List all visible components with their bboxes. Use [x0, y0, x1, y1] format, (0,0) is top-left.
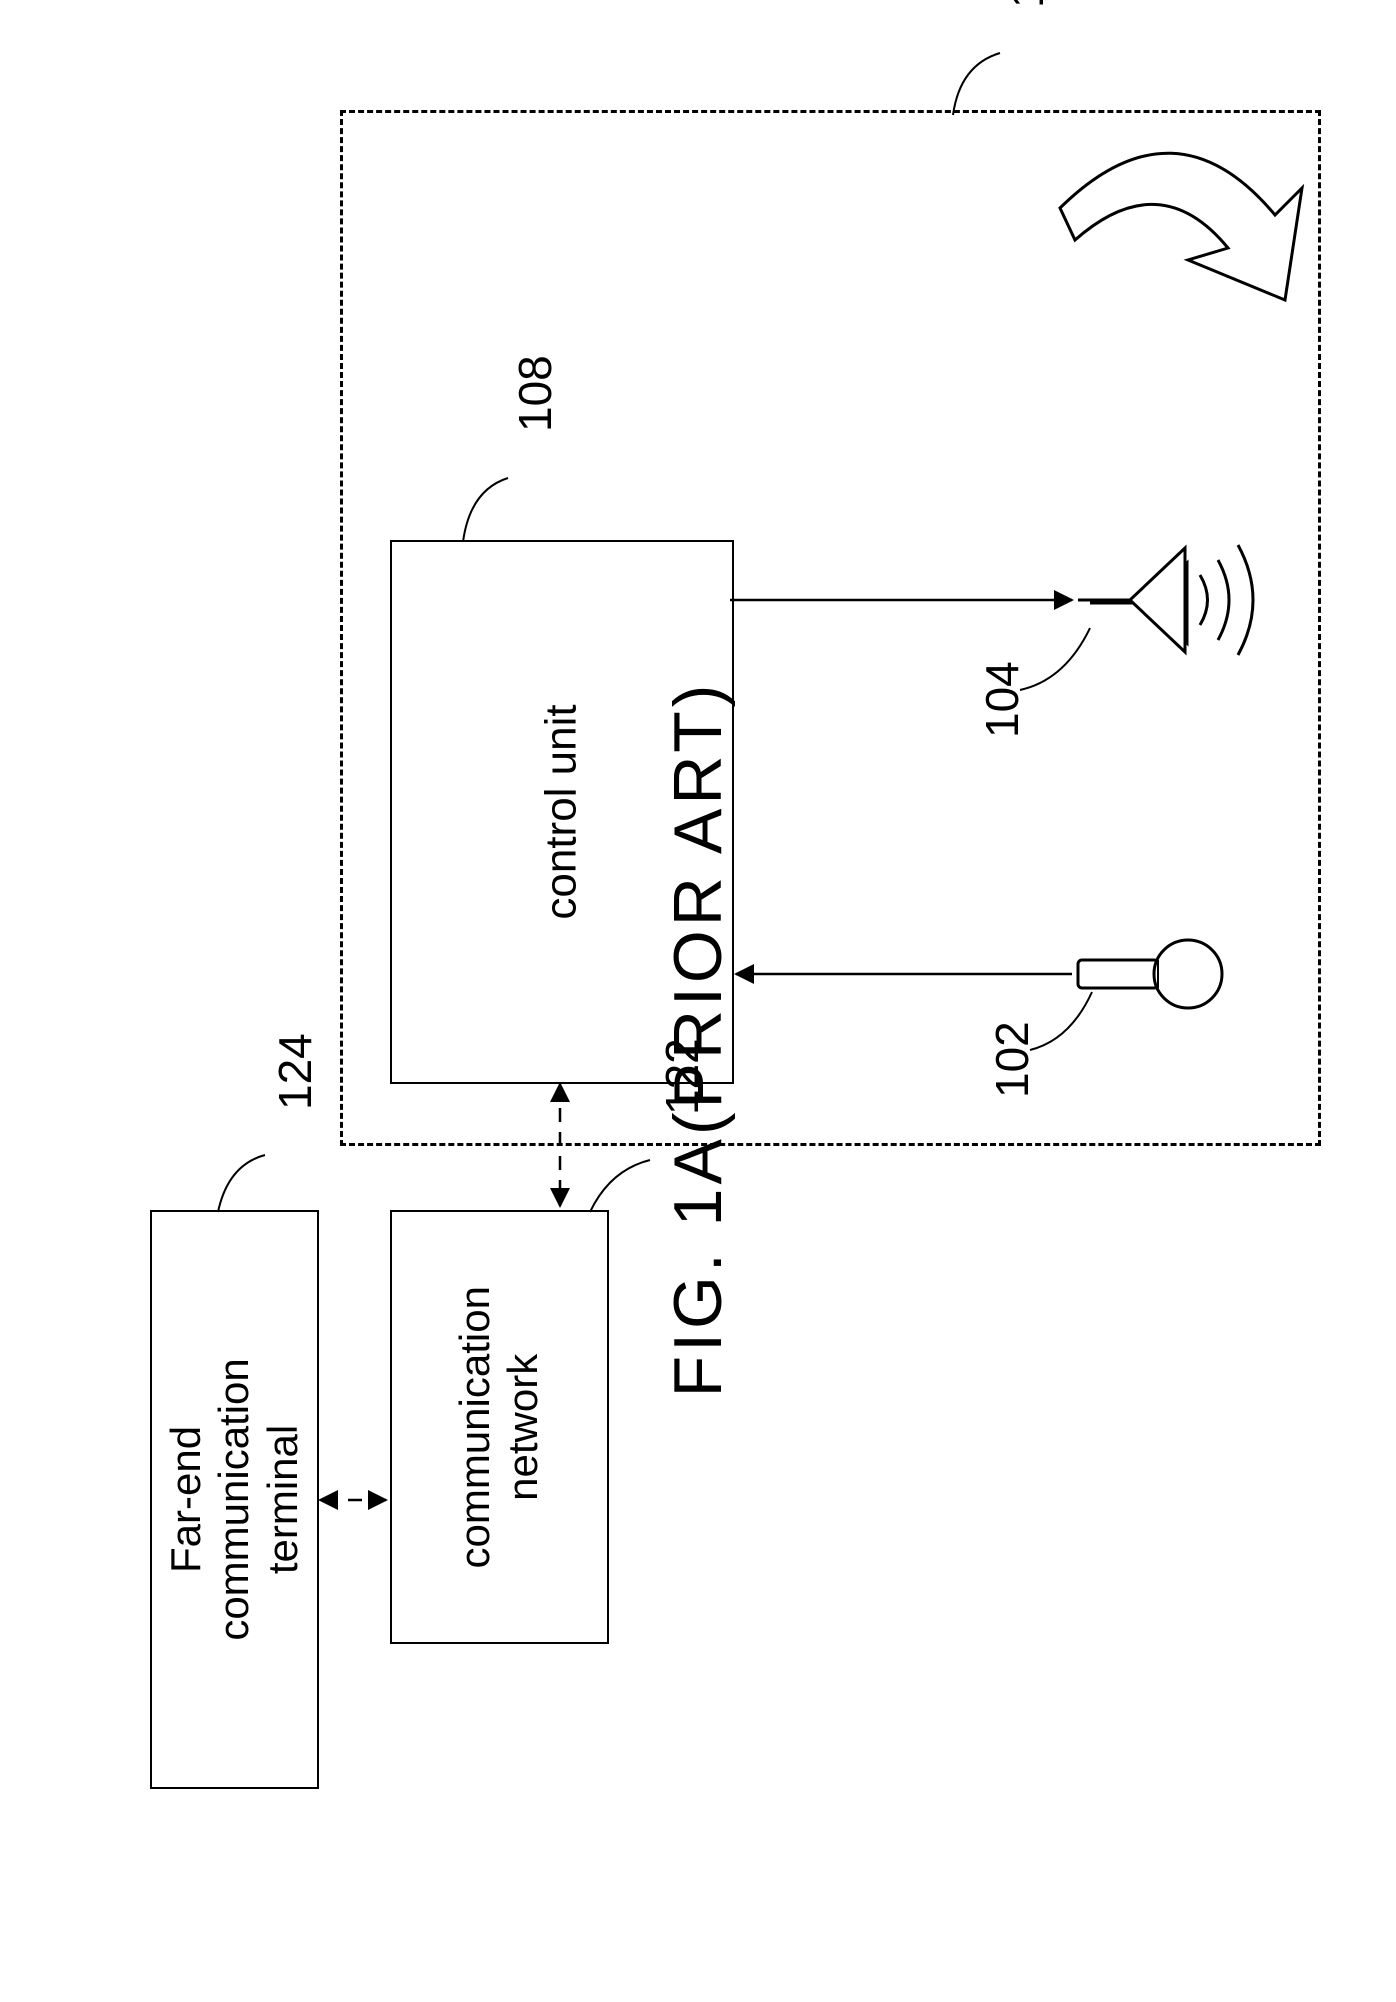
leader-124: [218, 1155, 265, 1212]
ref-102: 102: [985, 1021, 1039, 1098]
figure-caption: FIG. 1A(PRIOR ART): [659, 681, 737, 1398]
far-end-box: Far-end communication terminal: [150, 1210, 319, 1789]
ref-108: 108: [508, 355, 562, 432]
leader-100: [953, 53, 1000, 115]
control-unit-label: control unit: [537, 704, 587, 919]
diagram-canvas: control unit communication network Far-e…: [0, 0, 1396, 2002]
ref-124: 124: [268, 1033, 322, 1110]
ref-104: 104: [975, 661, 1029, 738]
ref-100: 100: [1000, 0, 1054, 8]
far-end-label: Far-end communication terminal: [162, 1358, 307, 1640]
comm-network-label: communication network: [451, 1286, 548, 1568]
leader-122: [590, 1160, 650, 1212]
comm-network-box: communication network: [390, 1210, 609, 1644]
